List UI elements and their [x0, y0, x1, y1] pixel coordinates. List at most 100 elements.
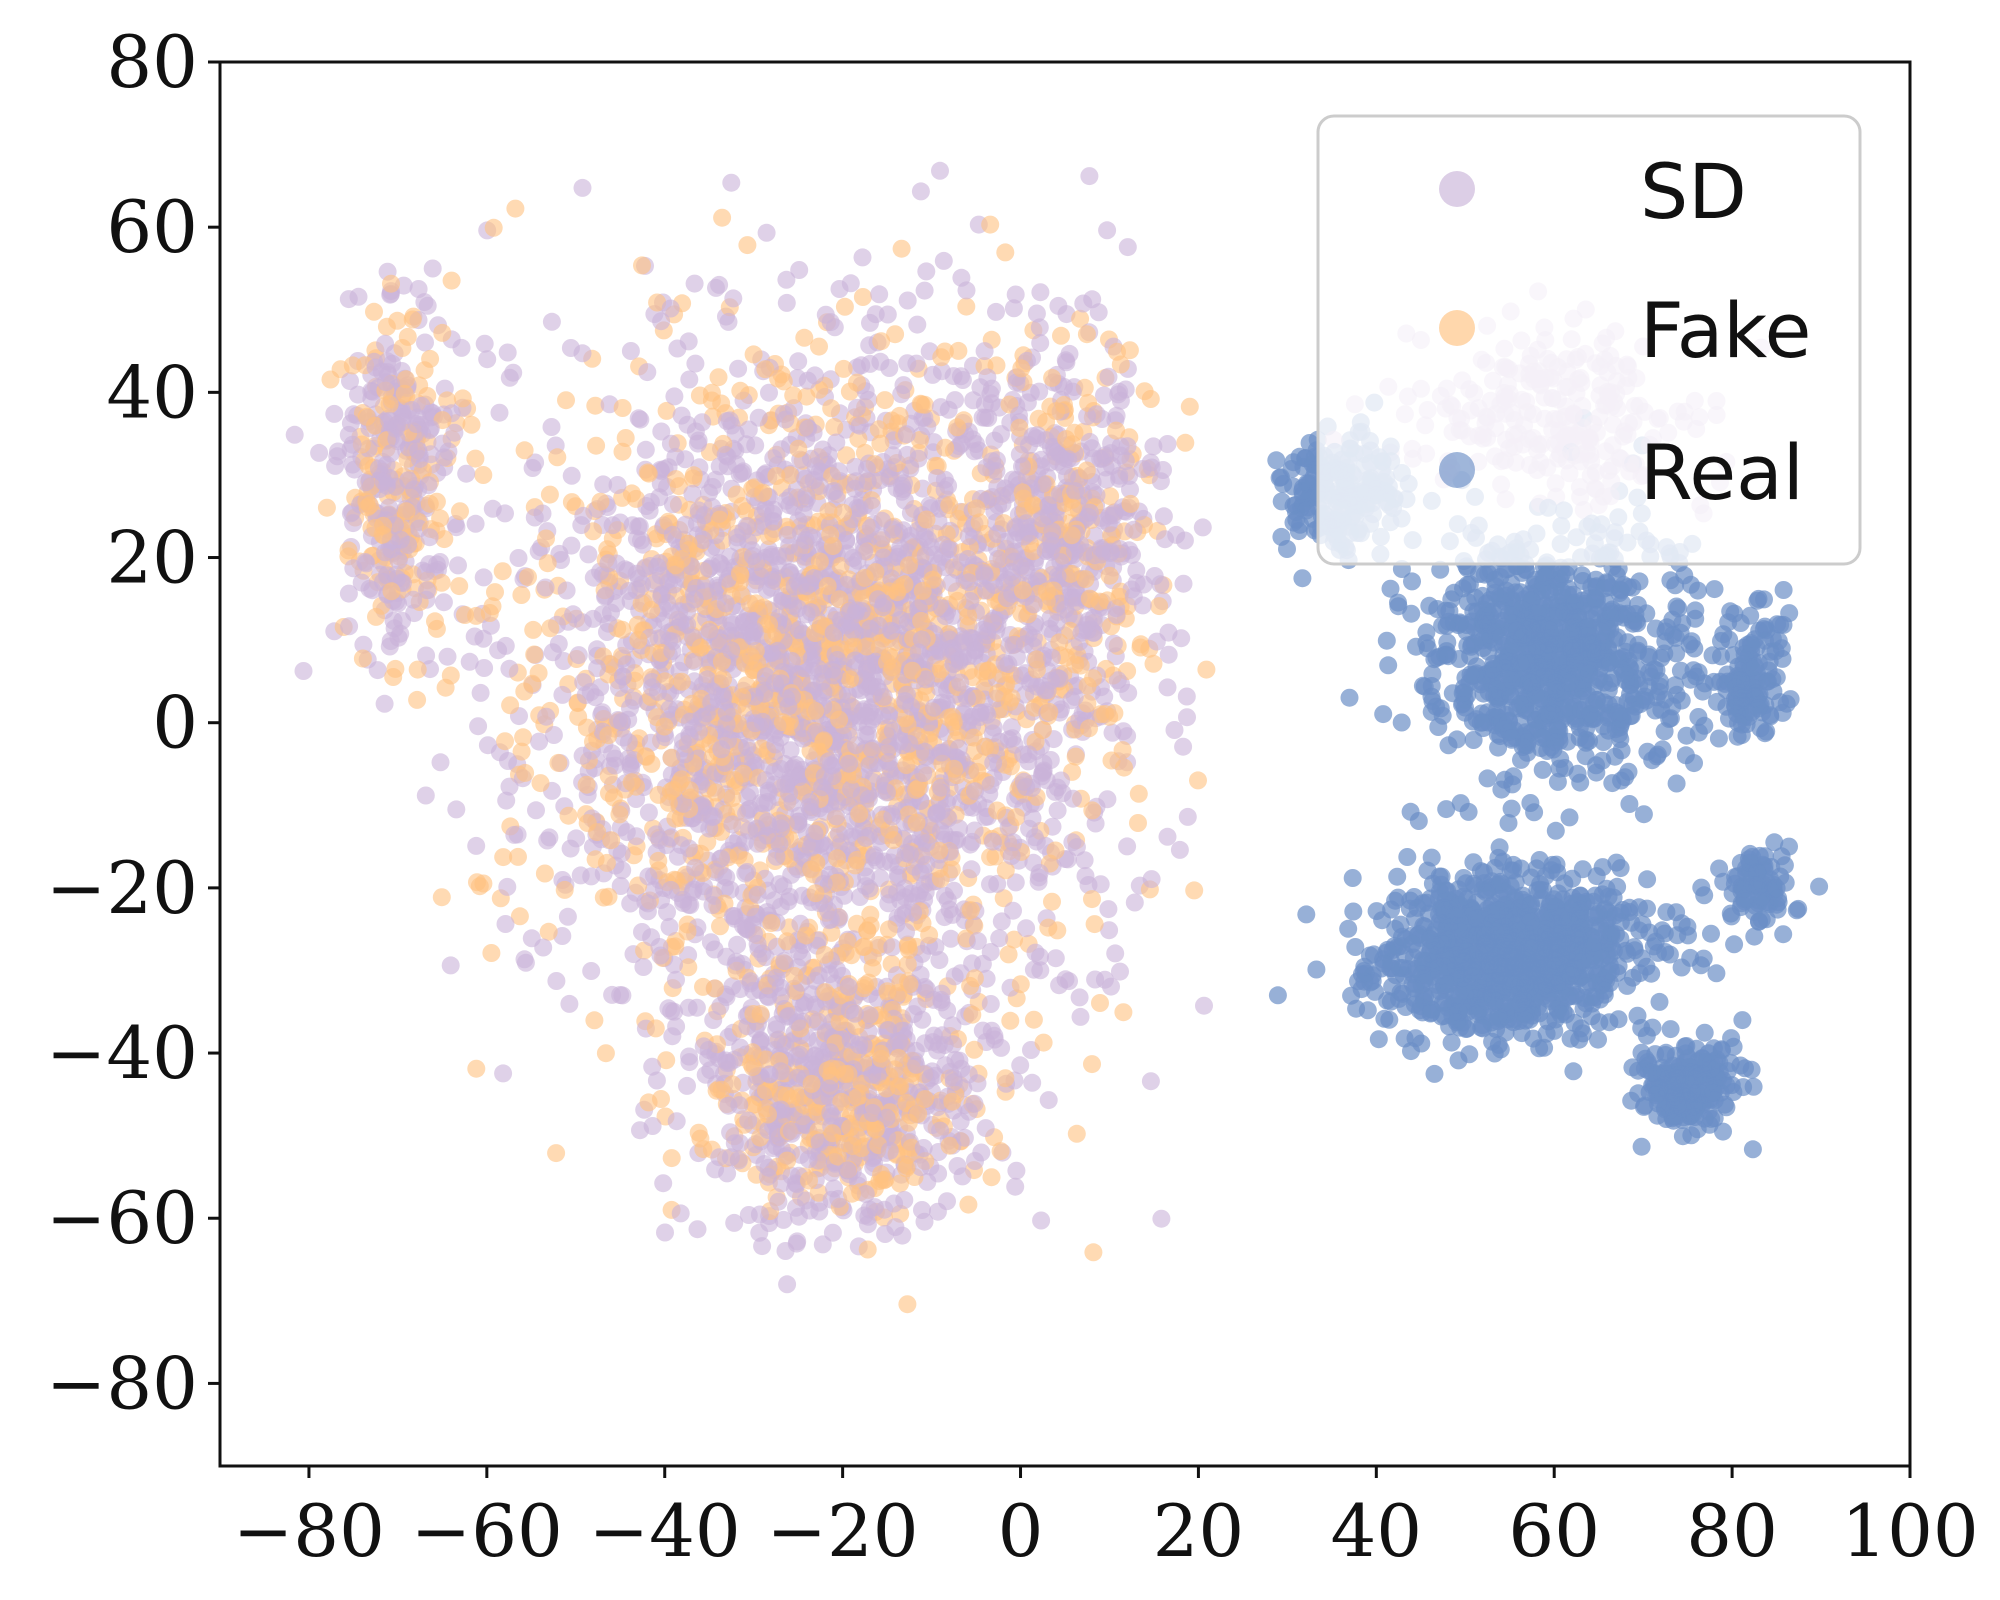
point-sd — [1048, 801, 1067, 820]
point-fake — [510, 907, 529, 926]
point-sd — [638, 363, 657, 382]
point-sd — [418, 581, 436, 600]
point-sd — [536, 578, 555, 597]
point-sd — [1165, 721, 1184, 739]
point-sd — [1108, 671, 1127, 690]
point-fake — [666, 809, 685, 828]
point-fake — [853, 288, 872, 306]
point-fake — [450, 577, 469, 596]
point-sd — [474, 568, 493, 587]
point-sd — [475, 334, 494, 353]
point-sd — [527, 801, 545, 820]
point-real — [1459, 802, 1478, 821]
point-real — [1392, 713, 1411, 732]
point-sd — [746, 436, 765, 455]
point-fake — [996, 243, 1015, 262]
point-real — [1418, 861, 1437, 880]
point-sd — [416, 786, 435, 805]
point-fake — [474, 466, 493, 484]
point-fake — [462, 415, 481, 434]
point-fake — [713, 208, 732, 227]
point-sd — [447, 800, 466, 819]
point-fake — [1101, 487, 1120, 506]
point-sd — [686, 354, 705, 373]
point-sd — [1031, 334, 1050, 352]
point-sd — [1031, 961, 1050, 980]
point-fake — [585, 1011, 604, 1030]
point-fake — [1141, 390, 1160, 408]
point-fake — [949, 341, 968, 360]
point-sd — [417, 646, 436, 665]
point-sd — [1178, 708, 1196, 727]
point-fake — [535, 864, 554, 883]
point-sd — [725, 1213, 744, 1232]
point-sd — [680, 1053, 699, 1072]
point-fake — [466, 449, 485, 468]
point-sd — [497, 791, 516, 810]
point-sd — [638, 894, 657, 913]
point-sd — [1071, 1007, 1090, 1026]
point-sd — [1060, 344, 1079, 363]
point-real — [1300, 434, 1319, 452]
point-real — [1548, 772, 1567, 791]
point-sd — [1011, 1056, 1030, 1075]
point-real — [1780, 604, 1799, 623]
point-sd — [354, 635, 373, 654]
point-fake — [723, 789, 742, 807]
point-fake — [596, 1044, 615, 1063]
point-fake — [547, 1144, 566, 1163]
point-sd — [483, 499, 502, 518]
point-sd — [665, 387, 684, 406]
point-sd — [981, 995, 1000, 1013]
point-real — [1587, 756, 1606, 775]
point-sd — [685, 274, 704, 293]
point-sd — [515, 950, 534, 969]
point-sd — [898, 291, 917, 310]
point-sd — [1144, 437, 1163, 456]
point-sd — [1098, 221, 1117, 240]
point-real — [1702, 924, 1720, 943]
point-sd — [777, 270, 796, 289]
point-real — [1437, 800, 1456, 819]
point-sd — [593, 703, 612, 722]
point-sd — [475, 659, 494, 677]
point-fake — [1005, 930, 1024, 949]
point-sd — [1031, 283, 1050, 302]
point-sd — [835, 886, 854, 905]
point-sd — [975, 342, 994, 361]
point-fake — [432, 888, 451, 907]
point-fake — [1197, 660, 1216, 679]
point-sd — [431, 753, 450, 772]
point-real — [1676, 746, 1695, 765]
point-sd — [778, 1275, 797, 1294]
point-real — [1620, 795, 1639, 813]
point-sd — [647, 1071, 666, 1090]
point-sd — [631, 410, 650, 429]
point-fake — [549, 753, 568, 772]
point-fake — [515, 441, 534, 460]
point-sd — [983, 452, 1002, 471]
point-sd — [416, 333, 434, 352]
point-real — [1367, 902, 1386, 921]
point-sd — [1118, 437, 1137, 456]
point-real — [1707, 964, 1726, 983]
point-real — [1774, 925, 1793, 944]
point-sd — [1178, 807, 1197, 826]
point-sd — [1158, 435, 1177, 453]
point-fake — [891, 1174, 909, 1193]
point-fake — [436, 678, 455, 697]
point-real — [1667, 774, 1686, 793]
point-fake — [1129, 814, 1147, 832]
point-real — [1705, 580, 1724, 599]
point-fake — [467, 606, 486, 625]
point-fake — [635, 941, 654, 960]
point-real — [1490, 838, 1509, 857]
point-fake — [879, 920, 898, 939]
point-real — [1530, 851, 1549, 869]
point-sd — [533, 504, 552, 523]
point-sd — [423, 259, 442, 278]
point-fake — [442, 271, 461, 290]
point-real — [1369, 1030, 1388, 1049]
point-sd — [667, 1112, 686, 1131]
